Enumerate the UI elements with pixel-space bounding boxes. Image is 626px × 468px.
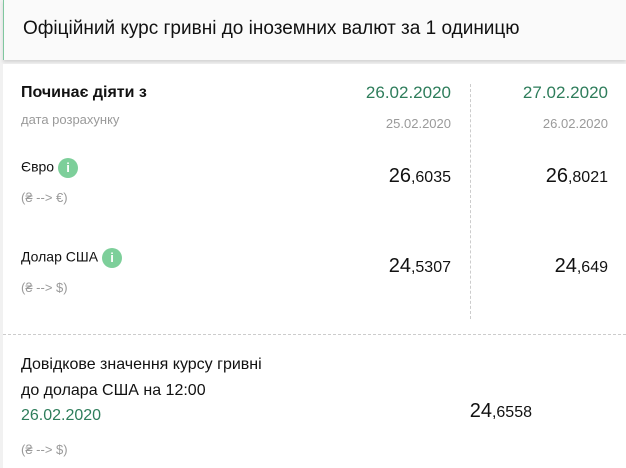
info-icon[interactable]: i [102,248,123,268]
euro-rate-2: 26,8021 [546,165,608,188]
col1-calc-date: 25.02.2020 [385,116,451,131]
rate-int: 24 [554,255,577,277]
rate-dec: ,6558 [491,404,532,421]
section-divider [3,334,626,335]
rate-dec: ,5307 [410,259,451,276]
column-divider [470,84,471,319]
rate-dec: ,6035 [410,169,451,186]
reference-rate: 24,6558 [470,400,532,423]
calc-label: дата розрахунку [21,112,120,127]
currency-name: Євро [21,158,55,175]
rate-int: 26 [545,165,568,187]
usd-rate-2: 24,649 [555,255,608,278]
rate-dec: ,649 [576,259,608,276]
usd-rate-1: 24,5307 [389,255,451,278]
currency-name: Долар США [21,248,99,265]
start-label: Починає діяти з [21,84,147,101]
reference-date: 26.02.2020 [21,407,102,424]
col1-date: 26.02.2020 [365,83,451,102]
rate-int: 24 [388,255,411,277]
rates-card: Починає діяти з дата розрахунку 26.02.20… [3,64,626,468]
row-euro: Євро i [21,158,79,178]
rate-dec: ,8021 [567,169,608,186]
rate-int: 24 [469,400,492,422]
col2-calc-date: 26.02.2020 [542,116,608,131]
info-icon[interactable]: i [58,158,79,178]
col2-date: 27.02.2020 [522,83,608,102]
row-usd: Долар США i [21,248,123,268]
page-header: Офіційний курс гривні до іноземних валют… [3,0,626,60]
reference-line2: до долара США на 12:00 [21,382,206,399]
direction-euro: (₴ --> €) [21,190,68,205]
euro-rate-1: 26,6035 [389,165,451,188]
rate-int: 26 [388,165,411,187]
reference-line1: Довідкове значення курсу гривні [21,356,262,373]
reference-direction: (₴ --> $) [21,442,68,457]
direction-usd: (₴ --> $) [21,280,68,295]
page-title: Офіційний курс гривні до іноземних валют… [23,18,520,39]
